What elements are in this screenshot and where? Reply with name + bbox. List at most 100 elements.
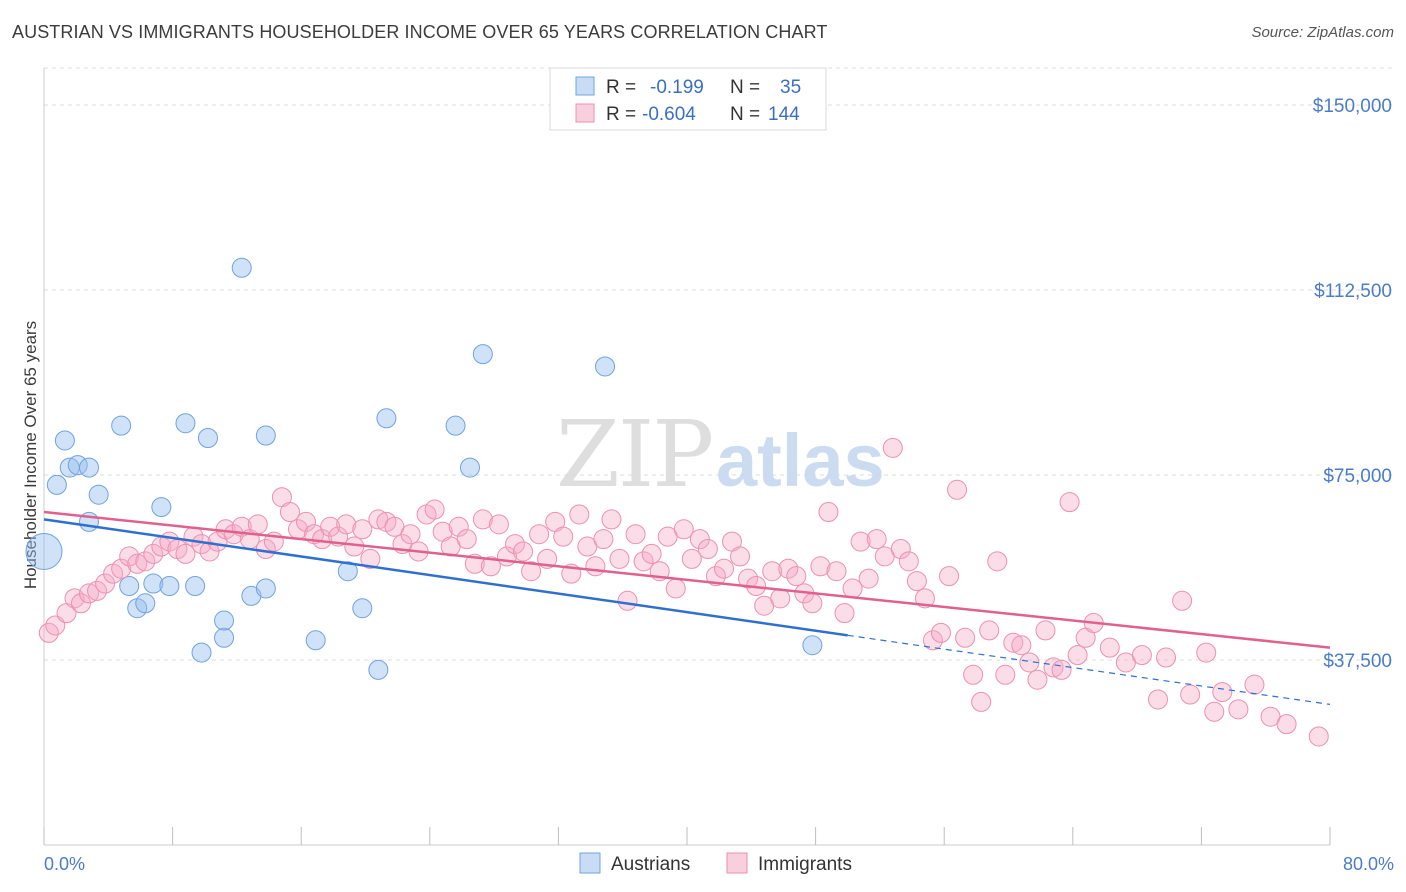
austrian-point <box>376 408 397 429</box>
immigrant-point <box>850 531 871 552</box>
immigrant-point <box>1156 647 1177 668</box>
immigrant-point <box>1099 637 1120 658</box>
immigrant-point <box>979 620 1000 641</box>
austrian-point <box>241 585 262 606</box>
immigrant-point <box>826 561 847 582</box>
austrian-point <box>305 630 326 651</box>
immigrant-point <box>1228 699 1249 720</box>
austrian-point <box>197 428 218 448</box>
immigrant-point <box>665 578 686 599</box>
austrian-point <box>352 598 373 619</box>
legend-n-value-immigrants: 144 <box>768 104 800 125</box>
legend-n-value-austrians: 35 <box>780 77 801 98</box>
immigrant-point <box>593 529 614 550</box>
austrian-point <box>46 474 67 495</box>
austrian-point <box>185 576 206 596</box>
immigrant-point <box>247 514 268 535</box>
austrian-point <box>79 457 100 478</box>
immigrant-point <box>79 583 100 604</box>
immigrant-point <box>971 691 992 712</box>
immigrant-point <box>1011 635 1032 656</box>
immigrant-point <box>802 593 823 614</box>
immigrant-point <box>673 519 694 540</box>
immigrant-point <box>1003 632 1024 653</box>
austrian-point <box>472 344 493 365</box>
legend-r-label-immigrants: R = <box>606 104 636 125</box>
immigrant-point <box>569 504 590 525</box>
immigrant-point <box>521 561 542 582</box>
austrian-point <box>214 610 235 631</box>
immigrant-point <box>995 664 1016 685</box>
immigrant-point <box>504 534 525 555</box>
series-austrians-points <box>25 257 823 680</box>
immigrant-point <box>858 568 879 589</box>
immigrant-point <box>730 546 751 567</box>
immigrant-point <box>135 551 156 572</box>
austrian-point <box>231 257 252 278</box>
immigrant-point <box>400 524 421 545</box>
immigrant-point <box>553 526 574 547</box>
immigrant-point <box>1027 669 1048 690</box>
legend-r-label-austrians: R = <box>606 77 636 98</box>
immigrant-point <box>1180 684 1201 705</box>
austrian-point <box>175 413 196 434</box>
bottom-legend-swatch-austrians <box>579 852 601 874</box>
chart-title: AUSTRIAN VS IMMIGRANTS HOUSEHOLDER INCOM… <box>12 22 828 42</box>
immigrant-point <box>922 630 943 651</box>
austrian-point <box>368 659 389 680</box>
immigrant-point <box>352 519 373 540</box>
immigrant-point <box>987 551 1008 572</box>
legend-n-label-immigrants: N = <box>730 104 760 125</box>
immigrant-point <box>882 437 903 458</box>
immigrant-point <box>585 556 606 577</box>
immigrant-point <box>360 548 381 569</box>
immigrant-point <box>296 511 317 532</box>
immigrant-point <box>866 529 887 550</box>
immigrant-point <box>762 561 783 582</box>
source-credit: Source: ZipAtlas.com <box>1251 24 1394 41</box>
immigrant-point <box>617 590 638 611</box>
legend-swatch-immigrants <box>575 103 595 123</box>
immigrant-point <box>448 516 469 537</box>
legend-box <box>549 67 827 131</box>
austrian-point <box>802 635 823 656</box>
immigrant-point <box>633 551 654 572</box>
austrian-point <box>255 425 276 446</box>
immigrant-point <box>713 558 734 579</box>
immigrant-point <box>770 588 791 609</box>
immigrant-point <box>1131 645 1152 666</box>
immigrant-point <box>1204 701 1225 722</box>
austrian-point <box>595 356 616 377</box>
austrian-point <box>255 578 276 599</box>
immigrant-point <box>1276 714 1297 735</box>
immigrant-point <box>111 558 132 579</box>
immigrant-point <box>705 566 726 587</box>
austrian-point <box>191 642 212 663</box>
immigrant-point <box>1019 652 1040 673</box>
immigrant-point <box>738 568 759 589</box>
immigrant-point <box>1043 657 1064 678</box>
austrian-point <box>119 576 140 596</box>
austrian-point <box>151 497 172 518</box>
immigrant-point <box>697 539 718 559</box>
austrian-point <box>159 576 180 596</box>
x-tick-labels: 0.0% 80.0% <box>43 827 1394 874</box>
watermark-zip: ZIP <box>556 401 712 508</box>
y-tick-labels: $37,500 $75,000 $112,500 $150,000 <box>1313 96 1392 672</box>
immigrant-point <box>890 539 911 559</box>
immigrant-point <box>1059 492 1080 513</box>
series-immigrants-points <box>38 437 1329 747</box>
immigrant-point <box>786 566 807 587</box>
x-tick-label-max: 80.0% <box>1343 854 1394 874</box>
immigrant-point <box>914 588 935 609</box>
austrian-point <box>337 561 358 582</box>
austrian-point <box>111 415 132 436</box>
immigrant-point <box>119 546 140 567</box>
immigrant-point <box>456 529 477 550</box>
immigrant-point <box>834 603 855 624</box>
immigrant-point <box>778 558 799 579</box>
watermark: ZIP atlas <box>556 401 885 508</box>
austrian-point <box>54 430 75 451</box>
immigrant-point <box>143 543 164 564</box>
